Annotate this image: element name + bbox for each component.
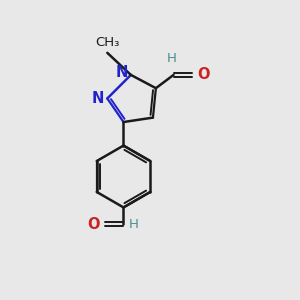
Text: N: N xyxy=(116,65,128,80)
Text: O: O xyxy=(197,68,210,82)
Text: O: O xyxy=(87,217,100,232)
Text: H: H xyxy=(129,218,139,231)
Text: N: N xyxy=(92,91,104,106)
Text: H: H xyxy=(166,52,176,64)
Text: CH₃: CH₃ xyxy=(95,36,119,49)
